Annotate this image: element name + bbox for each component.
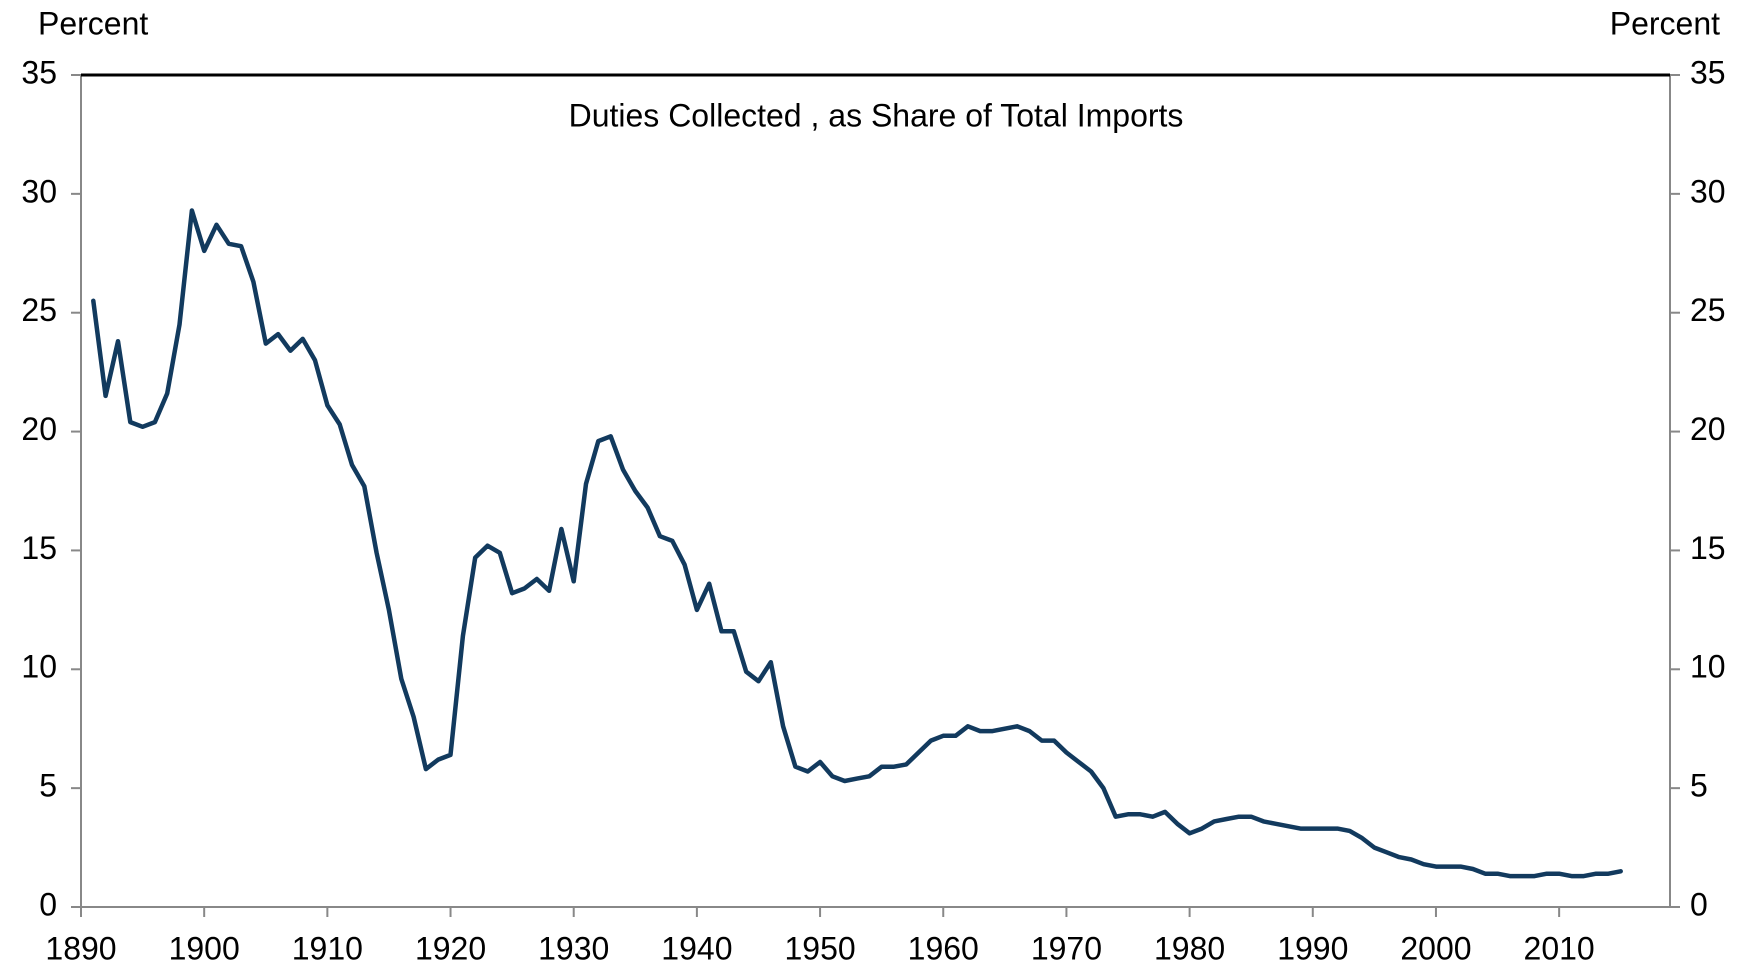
x-tick-label: 1900 <box>169 930 240 966</box>
x-tick-label: 1990 <box>1277 930 1348 966</box>
x-tick-label: 1930 <box>538 930 609 966</box>
y-tick-label: 15 <box>21 530 57 566</box>
y2-tick-label: 15 <box>1690 530 1726 566</box>
y-tick-label: 0 <box>39 886 57 922</box>
y-tick-label: 5 <box>39 768 57 804</box>
y2-tick-label: 10 <box>1690 649 1726 685</box>
y2-tick-label: 30 <box>1690 173 1726 209</box>
x-tick-label: 1980 <box>1154 930 1225 966</box>
x-tick-label: 1920 <box>415 930 486 966</box>
y-tick-label: 35 <box>21 54 57 90</box>
chart-title: Duties Collected , as Share of Total Imp… <box>569 97 1184 133</box>
y2-tick-label: 0 <box>1690 886 1708 922</box>
y2-tick-label: 35 <box>1690 54 1726 90</box>
x-tick-label: 1890 <box>45 930 116 966</box>
x-tick-label: 1970 <box>1031 930 1102 966</box>
y-tick-label: 10 <box>21 649 57 685</box>
x-tick-label: 1940 <box>661 930 732 966</box>
x-tick-label: 2000 <box>1400 930 1471 966</box>
y2-tick-label: 5 <box>1690 768 1708 804</box>
y-axis-label: Percent <box>38 5 148 41</box>
x-tick-label: 1960 <box>908 930 979 966</box>
x-tick-label: 1950 <box>784 930 855 966</box>
data-line <box>91 208 1623 879</box>
y-tick-label: 25 <box>21 292 57 328</box>
x-tick-label: 1910 <box>292 930 363 966</box>
x-tick-label: 2010 <box>1524 930 1595 966</box>
y2-tick-label: 25 <box>1690 292 1726 328</box>
y-tick-label: 30 <box>21 173 57 209</box>
y-tick-label: 20 <box>21 411 57 447</box>
y2-axis-label: Percent <box>1610 5 1720 41</box>
y2-tick-label: 20 <box>1690 411 1726 447</box>
